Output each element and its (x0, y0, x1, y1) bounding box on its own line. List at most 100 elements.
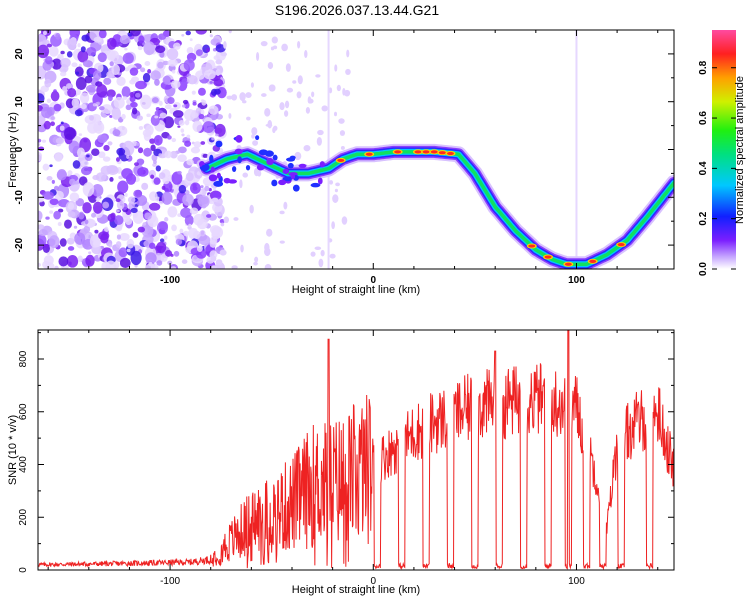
noise-blob (180, 207, 192, 219)
noise-blob (121, 86, 131, 98)
noise-blob (215, 59, 223, 65)
noise-blob (155, 165, 161, 172)
noise-blob (164, 150, 172, 159)
snr-ytick-label: 200 (18, 508, 29, 525)
noise-blob (268, 84, 276, 92)
ridge-blob (282, 168, 290, 174)
noise-blob (88, 251, 92, 255)
noise-blob (286, 87, 294, 93)
noise-blob (297, 40, 301, 49)
noise-blob (38, 153, 42, 162)
noise-blob (226, 95, 233, 100)
noise-blob (175, 238, 183, 246)
noise-blob (53, 103, 62, 112)
noise-blob (107, 37, 117, 50)
noise-blob (214, 88, 221, 95)
spectrogram-xtick-label: 0 (370, 275, 376, 286)
noise-blob (80, 103, 87, 110)
noise-blob (38, 44, 50, 59)
noise-blob (129, 91, 135, 98)
noise-blob (147, 69, 152, 74)
noise-blob (145, 252, 157, 265)
noise-blob (95, 197, 101, 202)
noise-blob (307, 96, 312, 104)
noise-blob (54, 265, 59, 269)
noise-blob (296, 91, 302, 99)
noise-blob (53, 89, 57, 93)
noise-blob (106, 89, 116, 98)
spectrogram-ytick-label: 10 (14, 96, 25, 108)
noise-blob (76, 147, 85, 158)
noise-blob (119, 203, 123, 206)
noise-blob (38, 111, 42, 117)
noise-blob (196, 218, 208, 230)
noise-blob (51, 179, 55, 184)
noise-blob (150, 174, 155, 179)
ridge-peak (617, 243, 625, 247)
ridge-blob (282, 176, 292, 182)
noise-blob (228, 113, 232, 119)
noise-blob (73, 225, 78, 229)
noise-blob (107, 213, 116, 222)
spectrogram-ytick-label: 0 (14, 146, 25, 152)
noise-blob (192, 101, 197, 106)
ridge-peak (589, 259, 597, 263)
noise-blob (208, 105, 219, 115)
noise-blob (44, 78, 52, 88)
noise-blob (149, 202, 161, 211)
noise-blob (294, 151, 302, 161)
noise-blob (38, 34, 47, 47)
noise-blob (264, 242, 270, 252)
noise-blob (138, 35, 145, 44)
noise-blob (245, 92, 252, 98)
noise-blob (86, 154, 90, 158)
noise-blob (162, 60, 169, 66)
noise-blob (336, 84, 341, 92)
noise-blob (72, 160, 81, 169)
noise-blob (63, 219, 72, 229)
noise-blob (239, 92, 246, 102)
noise-blob (167, 260, 173, 265)
noise-blob (285, 63, 291, 72)
noise-blob (167, 97, 175, 105)
noise-blob (253, 261, 258, 266)
noise-blob (171, 171, 183, 185)
noise-blob (338, 118, 345, 124)
noise-blob (177, 154, 187, 162)
snr-ytick-label: 400 (18, 456, 29, 473)
ridge-blob (264, 150, 274, 157)
noise-blob (133, 189, 143, 198)
ridge-blob (319, 161, 325, 168)
noise-blob (198, 234, 211, 246)
noise-blob (165, 250, 173, 257)
noise-blob (131, 107, 138, 115)
noise-blob (119, 34, 131, 45)
noise-blob (273, 125, 278, 131)
noise-blob (125, 173, 137, 185)
noise-blob (82, 202, 92, 214)
ridge-blob (210, 166, 215, 173)
snr-xtick-label: 0 (370, 576, 376, 587)
noise-blob (42, 191, 54, 200)
noise-blob (223, 216, 230, 224)
noise-blob (78, 133, 83, 136)
noise-blob (90, 113, 102, 123)
noise-blob (115, 198, 121, 203)
noise-blob (130, 250, 142, 266)
noise-blob (249, 204, 254, 214)
noise-blob (74, 232, 86, 245)
noise-blob (46, 43, 53, 48)
noise-blob (156, 241, 167, 253)
noise-blob (50, 90, 60, 102)
noise-blob (122, 140, 135, 156)
noise-blob (174, 235, 179, 239)
noise-blob (166, 48, 179, 60)
noise-blob (126, 100, 130, 104)
noise-blob (150, 70, 161, 81)
noise-blob (140, 67, 146, 73)
noise-blob (161, 191, 173, 205)
noise-blob (92, 103, 97, 107)
noise-blob (93, 121, 105, 134)
noise-blob (121, 113, 126, 120)
